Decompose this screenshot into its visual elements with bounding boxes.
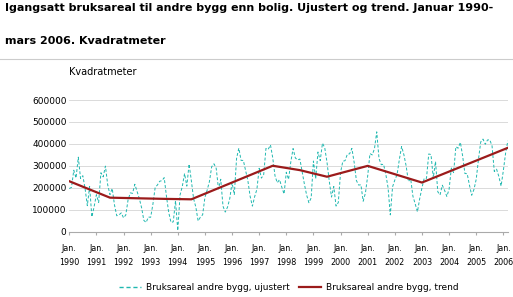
Text: Jan.: Jan. (252, 244, 267, 252)
Text: 1993: 1993 (141, 258, 161, 267)
Text: 1995: 1995 (195, 258, 215, 267)
Text: Jan.: Jan. (279, 244, 293, 252)
Text: Jan.: Jan. (333, 244, 348, 252)
Text: Jan.: Jan. (116, 244, 131, 252)
Text: Jan.: Jan. (170, 244, 185, 252)
Text: 1991: 1991 (86, 258, 107, 267)
Text: Jan.: Jan. (225, 244, 240, 252)
Text: Jan.: Jan. (442, 244, 457, 252)
Text: Jan.: Jan. (496, 244, 511, 252)
Text: Igangsatt bruksareal til andre bygg enn bolig. Ujustert og trend. Januar 1990-: Igangsatt bruksareal til andre bygg enn … (5, 3, 494, 13)
Text: 2003: 2003 (412, 258, 432, 267)
Text: 1998: 1998 (276, 258, 297, 267)
Text: Jan.: Jan. (469, 244, 484, 252)
Text: 1999: 1999 (303, 258, 324, 267)
Text: Jan.: Jan. (306, 244, 321, 252)
Legend: Bruksareal andre bygg, ujustert, Bruksareal andre bygg, trend: Bruksareal andre bygg, ujustert, Bruksar… (115, 279, 462, 296)
Text: 1996: 1996 (222, 258, 242, 267)
Text: mars 2006. Kvadratmeter: mars 2006. Kvadratmeter (5, 36, 166, 46)
Text: 2006: 2006 (494, 258, 513, 267)
Text: Jan.: Jan. (360, 244, 375, 252)
Text: 2001: 2001 (358, 258, 378, 267)
Text: 2005: 2005 (466, 258, 486, 267)
Text: Jan.: Jan. (143, 244, 158, 252)
Text: 1997: 1997 (249, 258, 269, 267)
Text: Kvadratmeter: Kvadratmeter (69, 67, 137, 77)
Text: 1990: 1990 (59, 258, 80, 267)
Text: 2002: 2002 (385, 258, 405, 267)
Text: Jan.: Jan. (387, 244, 402, 252)
Text: Jan.: Jan. (198, 244, 212, 252)
Text: 2000: 2000 (330, 258, 350, 267)
Text: Jan.: Jan. (62, 244, 76, 252)
Text: Jan.: Jan. (415, 244, 429, 252)
Text: 1992: 1992 (113, 258, 134, 267)
Text: 2004: 2004 (439, 258, 459, 267)
Text: 1994: 1994 (168, 258, 188, 267)
Text: Jan.: Jan. (89, 244, 104, 252)
